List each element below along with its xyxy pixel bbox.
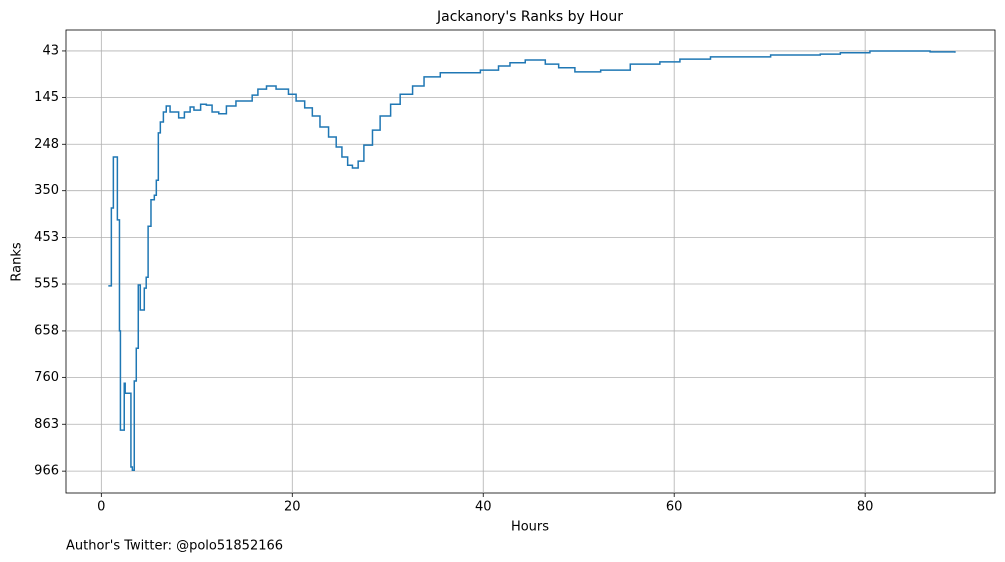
- x-axis-label: Hours: [511, 520, 549, 535]
- chart-title: Jackanory's Ranks by Hour: [436, 9, 623, 25]
- y-tick-label: 863: [34, 417, 59, 432]
- x-tick-label: 0: [97, 500, 105, 515]
- x-tick-label: 20: [284, 500, 301, 515]
- x-tick-label: 40: [475, 500, 492, 515]
- y-tick-label: 966: [34, 464, 59, 479]
- y-tick-label: 453: [34, 230, 59, 245]
- footnote: Author's Twitter: @polo51852166: [66, 539, 283, 554]
- plot-frame: [65, 29, 996, 494]
- y-tick-label: 248: [34, 137, 59, 152]
- y-tick-label: 555: [34, 277, 59, 292]
- y-tick-label: 658: [34, 323, 59, 338]
- y-tick-label: 43: [42, 43, 59, 58]
- y-tick-label: 145: [34, 90, 59, 105]
- y-tick-label: 760: [34, 370, 59, 385]
- y-axis-label: Ranks: [10, 242, 25, 281]
- line-series: [108, 50, 956, 471]
- x-tick-label: 60: [666, 500, 683, 515]
- x-tick-label: 80: [857, 500, 874, 515]
- y-tick-label: 350: [34, 183, 59, 198]
